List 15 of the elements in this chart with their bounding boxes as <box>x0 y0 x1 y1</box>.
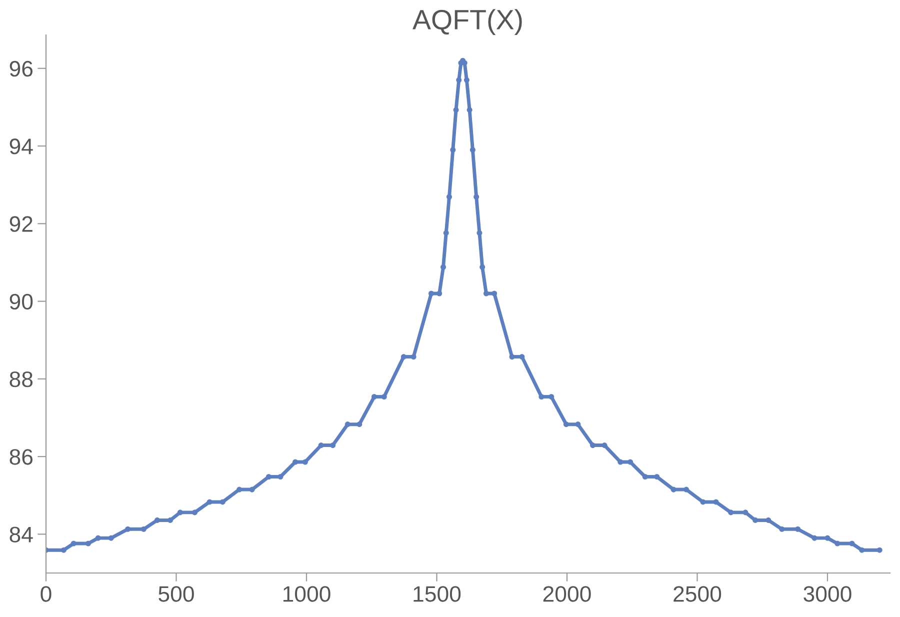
y-tick-label: 90 <box>10 294 33 310</box>
chart-title: AQFT(X) <box>412 9 522 35</box>
y-tick-label: 96 <box>10 60 33 77</box>
x-tick-label: 2000 <box>543 586 591 602</box>
x-tick-label: 3000 <box>804 586 852 602</box>
y-tick-label: 84 <box>10 526 33 542</box>
y-tick-label: 88 <box>10 371 33 388</box>
y-tick-label: 92 <box>10 216 32 232</box>
x-tick-label: 500 <box>158 586 194 602</box>
x-tick-label: 1000 <box>283 586 330 602</box>
x-tick-label: 2500 <box>674 586 722 602</box>
x-tick-label: 0 <box>40 586 52 602</box>
y-tick-label: 94 <box>10 138 33 154</box>
y-tick-label: 86 <box>10 449 33 465</box>
x-tick-label: 1500 <box>414 586 461 602</box>
